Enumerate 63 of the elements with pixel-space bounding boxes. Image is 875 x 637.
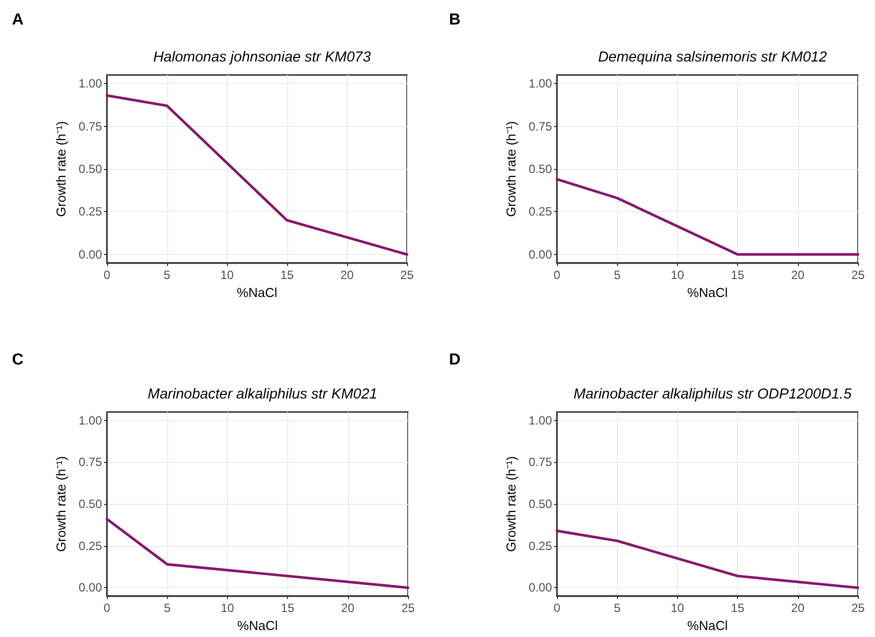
chart-title: Halomonas johnsoniae str KM073 <box>153 50 371 66</box>
y-tick-label: 0.75 <box>528 119 552 134</box>
y-tick-label: 0.25 <box>528 538 552 553</box>
x-tick-label: 5 <box>614 601 621 616</box>
x-tick-label: 0 <box>104 268 111 282</box>
y-tick-label: 0.50 <box>78 497 102 512</box>
y-axis-title: Growth rate (h⁻¹) <box>54 456 69 552</box>
x-tick-label: 5 <box>164 601 171 616</box>
y-tick-label: 0.50 <box>528 162 552 176</box>
y-tick-label: 0.00 <box>78 247 102 262</box>
text: C <box>12 352 24 368</box>
y-tick-label: 1.00 <box>528 76 552 91</box>
y-tick-label: 0.00 <box>528 247 552 262</box>
x-tick-label: 20 <box>340 268 354 282</box>
y-tick-label: 0.75 <box>78 119 102 134</box>
x-tick-label: 5 <box>164 268 171 282</box>
x-tick-label: 20 <box>791 601 805 616</box>
x-tick-label: 25 <box>851 268 865 282</box>
chart-title: Demequina salsinemoris str KM012 <box>598 50 827 66</box>
y-tick-label: 0.25 <box>78 204 102 219</box>
y-tick-label: 0.50 <box>528 497 552 512</box>
text: B <box>449 12 461 28</box>
x-tick-label: 5 <box>614 268 621 282</box>
text: D <box>449 352 461 368</box>
x-tick-label: 0 <box>554 268 561 282</box>
chart-title: Marinobacter alkaliphilus str ODP1200D1.5 <box>573 386 852 402</box>
x-tick-label: 10 <box>220 601 234 616</box>
line-series <box>106 94 408 256</box>
x-axis-title: %NaCl <box>687 618 728 633</box>
x-tick-label: 15 <box>280 268 294 282</box>
y-tick-label: 1.00 <box>78 413 102 428</box>
x-tick-label: 10 <box>220 268 234 282</box>
line-series <box>556 530 860 590</box>
x-tick-label: 15 <box>730 601 745 616</box>
x-tick-label: 25 <box>851 601 865 616</box>
y-tick-label: 1.00 <box>78 76 102 91</box>
x-tick-label: 10 <box>670 268 684 282</box>
x-tick-label: 0 <box>104 601 111 616</box>
y-axis-title: Growth rate (h⁻¹) <box>504 456 519 552</box>
y-tick-label: 0.25 <box>528 204 552 219</box>
x-axis-title: %NaCl <box>687 284 728 300</box>
y-tick-label: 0.25 <box>78 538 102 553</box>
y-axis-title: Growth rate (h⁻¹) <box>54 121 69 217</box>
x-tick-label: 25 <box>400 268 414 282</box>
y-tick-label: 0.00 <box>78 580 102 595</box>
x-axis-title: %NaCl <box>236 284 278 300</box>
x-tick-label: 15 <box>730 268 745 282</box>
x-tick-label: 15 <box>280 601 295 616</box>
x-tick-label: 0 <box>554 601 561 616</box>
x-axis-title: %NaCl <box>237 618 278 633</box>
x-tick-label: 20 <box>341 601 355 616</box>
y-tick-label: 1.00 <box>528 413 552 428</box>
y-tick-label: 0.75 <box>528 455 552 470</box>
y-tick-label: 0.75 <box>78 455 102 470</box>
y-tick-label: 0.00 <box>528 580 552 595</box>
y-tick-label: 0.50 <box>78 162 102 176</box>
x-tick-label: 20 <box>791 268 805 282</box>
y-axis-title: Growth rate (h⁻¹) <box>504 121 519 217</box>
line-series <box>106 518 410 590</box>
x-tick-label: 25 <box>401 601 415 616</box>
chart-title: Marinobacter alkaliphilus str KM021 <box>148 386 378 402</box>
text: A <box>12 12 24 28</box>
x-tick-label: 10 <box>670 601 684 616</box>
